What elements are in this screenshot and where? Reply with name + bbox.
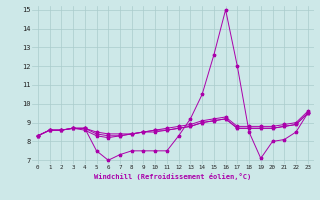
X-axis label: Windchill (Refroidissement éolien,°C): Windchill (Refroidissement éolien,°C) <box>94 173 252 180</box>
